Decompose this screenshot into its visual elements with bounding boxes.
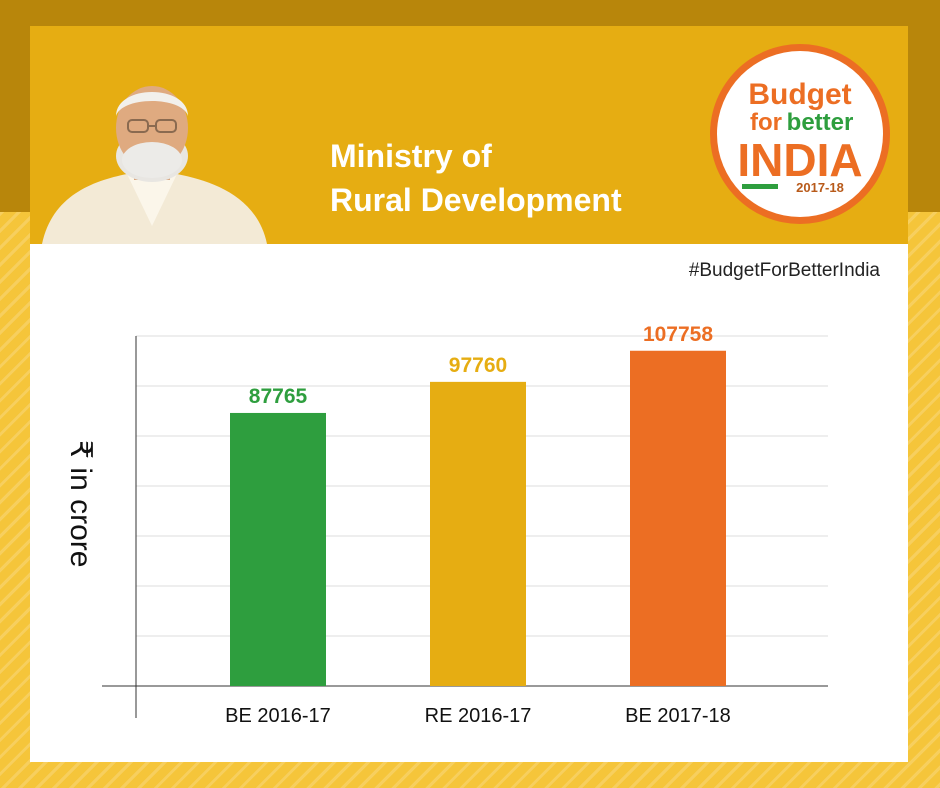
bars-group [230,350,726,686]
bar-re-2016-17 [430,381,526,686]
page-title: Ministry of Rural Development [330,134,622,222]
budget-logo: Budget for better INDIA 2017-18 [710,44,890,224]
portrait-image [42,86,267,244]
logo-word-for: for [750,109,782,136]
value-labels-group: 87765 97760 107758 [249,323,714,408]
header-banner: Ministry of Rural Development Budget for… [30,26,908,244]
category-label: BE 2016-17 [225,705,331,727]
category-labels-group: BE 2016-17 RE 2016-17 BE 2017-18 [225,705,731,727]
data-label: 87765 [249,385,308,408]
bar-be-2017-18 [630,350,726,686]
category-label: BE 2017-18 [625,705,731,727]
title-line-1: Ministry of [330,138,492,174]
y-axis-label-box: ₹ in crore [64,440,104,590]
logo-word-budget: Budget [748,78,851,111]
hashtag-text: #BudgetForBetterIndia [688,260,880,281]
y-axis-label: ₹ in crore [64,440,97,568]
data-label: 97760 [449,354,507,377]
title-line-2: Rural Development [330,182,622,218]
logo-year: 2017-18 [796,180,844,195]
category-label: RE 2016-17 [425,705,532,727]
logo-word-better: better [787,109,854,136]
bar-be-2016-17 [230,412,326,686]
data-label: 107758 [643,323,713,346]
logo-word-india: INDIA [737,134,862,186]
